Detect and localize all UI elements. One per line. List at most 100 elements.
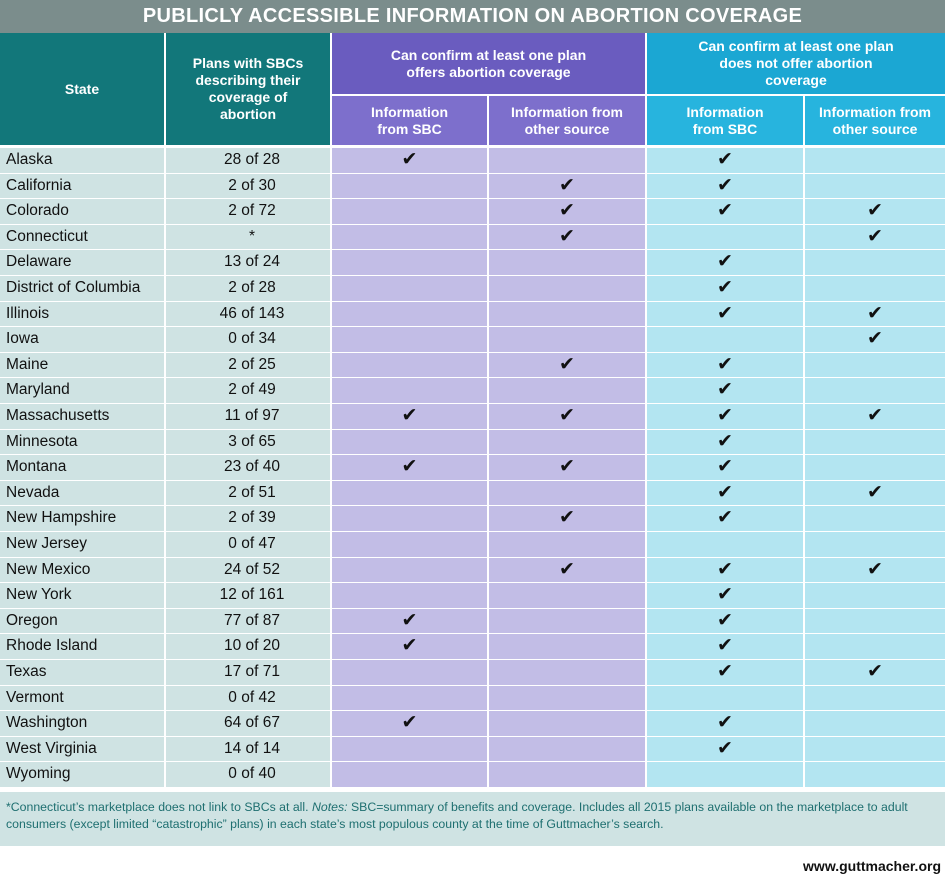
offers-other-cell [489, 480, 645, 506]
state-cell: Oregon [0, 608, 164, 634]
offers-other-cell [489, 608, 645, 634]
notoffer-sbc-cell: ✔ [647, 199, 803, 224]
check-icon: ✔ [401, 149, 418, 170]
notoffer-sbc-cell: ✔ [647, 301, 803, 327]
notoffer-other-cell: ✔ [805, 327, 945, 352]
check-icon: ✔ [867, 558, 883, 580]
state-cell: New York [0, 583, 164, 608]
check-icon: ✔ [867, 302, 883, 324]
check-icon: ✔ [717, 712, 733, 734]
offers-other-cell: ✔ [489, 199, 645, 224]
offers-sbc-cell [332, 327, 487, 352]
table-row: Oregon 77 of 87 ✔ ✔ [0, 608, 945, 635]
state-cell: Colorado [0, 199, 164, 224]
notoffer-other-cell: ✔ [805, 404, 945, 429]
notoffer-sbc-cell: ✔ [647, 711, 803, 736]
plans-cell: 2 of 25 [166, 352, 330, 378]
offers-sbc-cell [332, 301, 487, 327]
state-cell: Iowa [0, 327, 164, 352]
offers-other-cell: ✔ [489, 404, 645, 429]
offers-other-cell [489, 685, 645, 711]
check-icon: ✔ [401, 405, 418, 426]
notoffer-other-cell: ✔ [805, 480, 945, 506]
offers-other-cell: ✔ [489, 352, 645, 378]
plans-cell: 10 of 20 [166, 634, 330, 659]
offers-sbc-cell [332, 660, 487, 685]
offers-sbc-cell [332, 250, 487, 275]
table-row: Rhode Island 10 of 20 ✔ ✔ [0, 634, 945, 660]
notoffer-other-cell [805, 352, 945, 378]
table-row: Maryland 2 of 49 ✔ [0, 378, 945, 404]
check-icon: ✔ [401, 635, 418, 657]
offers-sbc-cell: ✔ [332, 455, 487, 480]
notoffer-other-cell [805, 711, 945, 736]
notoffer-other-cell [805, 634, 945, 659]
state-cell: Alaska [0, 148, 164, 173]
notoffer-other-cell [805, 250, 945, 275]
check-icon: ✔ [717, 302, 733, 324]
notoffer-other-cell: ✔ [805, 301, 945, 327]
notoffer-other-cell [805, 378, 945, 403]
plans-cell: 0 of 40 [166, 762, 330, 787]
notoffer-other-cell [805, 173, 945, 199]
notoffer-sbc-cell: ✔ [647, 429, 803, 455]
notoffer-sbc-cell: ✔ [647, 557, 803, 583]
notoffer-sbc-cell: ✔ [647, 352, 803, 378]
offers-sbc-cell: ✔ [332, 608, 487, 634]
notoffer-sbc-cell [647, 762, 803, 787]
state-cell: District of Columbia [0, 276, 164, 301]
check-icon: ✔ [559, 456, 575, 478]
state-cell: Illinois [0, 301, 164, 327]
offers-other-cell [489, 634, 645, 659]
plans-cell: 14 of 14 [166, 736, 330, 762]
check-icon: ✔ [717, 200, 733, 222]
check-icon: ✔ [559, 558, 575, 580]
offers-other-cell [489, 532, 645, 557]
check-icon: ✔ [717, 507, 733, 529]
state-cell: Maryland [0, 378, 164, 403]
offers-other-cell: ✔ [489, 455, 645, 480]
check-icon: ✔ [717, 379, 733, 401]
check-icon: ✔ [559, 200, 575, 222]
notoffer-other-cell [805, 608, 945, 634]
check-icon: ✔ [401, 609, 418, 631]
plans-cell: 13 of 24 [166, 250, 330, 275]
check-icon: ✔ [867, 225, 883, 247]
header-plans: Plans with SBCs describing their coverag… [166, 33, 330, 145]
notoffer-other-cell: ✔ [805, 660, 945, 685]
check-icon: ✔ [559, 225, 575, 247]
check-icon: ✔ [401, 456, 418, 478]
notoffer-other-cell [805, 506, 945, 531]
offers-sbc-cell [332, 685, 487, 711]
plans-cell: 17 of 71 [166, 660, 330, 685]
state-cell: West Virginia [0, 736, 164, 762]
plans-cell: 0 of 47 [166, 532, 330, 557]
table-row: Nevada 2 of 51 ✔ ✔ [0, 480, 945, 507]
plans-cell: 2 of 39 [166, 506, 330, 531]
notoffer-sbc-cell [647, 532, 803, 557]
offers-other-cell [489, 736, 645, 762]
offers-other-cell [489, 711, 645, 736]
offers-sbc-cell [332, 532, 487, 557]
notoffer-other-cell [805, 276, 945, 301]
plans-cell: 24 of 52 [166, 557, 330, 583]
notoffer-sbc-cell: ✔ [647, 506, 803, 531]
state-cell: New Mexico [0, 557, 164, 583]
notoffer-sbc-cell: ✔ [647, 608, 803, 634]
offers-other-cell [489, 301, 645, 327]
state-cell: New Jersey [0, 532, 164, 557]
state-cell: Washington [0, 711, 164, 736]
table-row: New York 12 of 161 ✔ [0, 583, 945, 609]
offers-sbc-cell: ✔ [332, 634, 487, 659]
header-state: State [0, 33, 164, 145]
offers-other-cell [489, 250, 645, 275]
check-icon: ✔ [867, 200, 883, 222]
notoffer-sbc-cell: ✔ [647, 148, 803, 173]
state-cell: California [0, 173, 164, 199]
notoffer-other-cell [805, 762, 945, 787]
offers-sbc-cell [332, 276, 487, 301]
check-icon: ✔ [559, 507, 575, 529]
header-notoffer-other: Information from other source [805, 96, 945, 145]
notoffer-other-cell [805, 685, 945, 711]
table-row: District of Columbia 2 of 28 ✔ [0, 276, 945, 302]
